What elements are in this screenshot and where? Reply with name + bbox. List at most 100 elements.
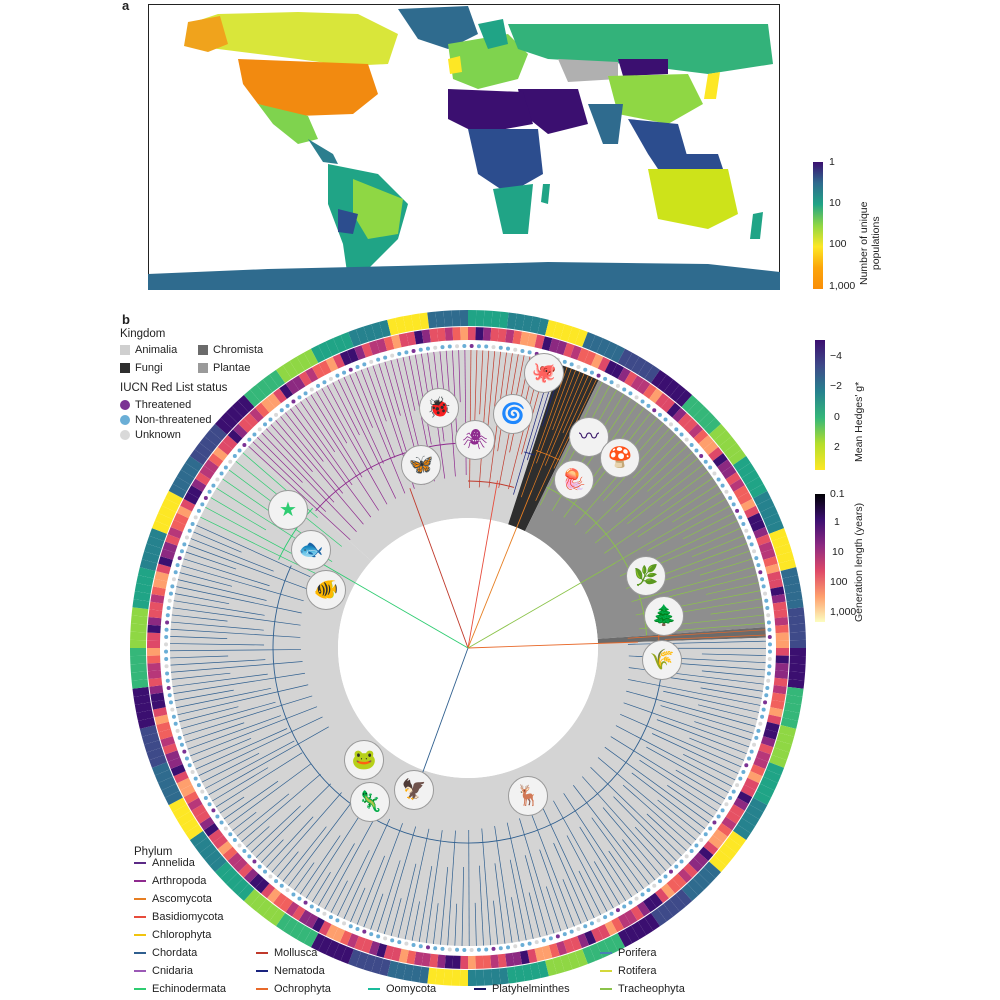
hedges-ring-segment	[787, 607, 805, 617]
generation-ring-segment	[611, 363, 625, 379]
tree-branch	[172, 607, 301, 626]
iucn-dot	[569, 362, 574, 367]
generation-ring-segment	[534, 334, 545, 349]
iucn-dot	[694, 448, 699, 453]
hedges-ring-segment	[310, 933, 326, 951]
tree-branch	[701, 653, 766, 656]
iucn-dot	[440, 345, 445, 350]
hedges-ring-segment	[506, 966, 517, 984]
chromista-swatch	[198, 345, 208, 356]
tree-branch	[350, 887, 366, 922]
iucn-dot	[498, 946, 503, 951]
hedges-ring-segment	[161, 498, 180, 513]
iucn-dot	[628, 900, 633, 905]
phylum-line-platyhelminthes	[474, 988, 486, 991]
map-madagascar	[541, 184, 550, 204]
hedges-ring-segment	[141, 551, 160, 564]
tree-branch	[582, 776, 667, 871]
mushroom-icon: 🍄	[600, 438, 640, 478]
tree-branch	[579, 826, 627, 901]
threatened-dot	[120, 400, 130, 411]
tree-branch	[174, 689, 234, 702]
iucn-dot	[749, 542, 754, 547]
tree-branch	[280, 416, 344, 494]
hedges-ring-segment	[788, 671, 806, 681]
hedges-ring-segment	[180, 817, 199, 834]
tree-branch	[201, 753, 260, 783]
chromista-label: Chromista	[213, 344, 264, 356]
iucn-dot	[476, 947, 481, 952]
map-canada	[188, 12, 398, 66]
tree-branch	[266, 816, 314, 868]
tree-spoke	[467, 480, 498, 649]
hedges-ring-segment	[146, 747, 165, 761]
generation-ring-segment	[617, 367, 631, 383]
iucn-dot	[668, 869, 673, 874]
iucn-dot	[749, 749, 754, 754]
iucn-dot	[484, 344, 489, 349]
iucn-dot	[303, 391, 308, 396]
iucn-dot	[223, 826, 228, 831]
tree-branch	[177, 579, 267, 601]
generation-ring-segment	[468, 327, 476, 341]
tree-branch	[326, 385, 373, 471]
hedges-ring-segment	[243, 389, 261, 407]
generation-ring-segment	[758, 743, 774, 755]
generation-ring-segment	[170, 764, 186, 777]
tree-branch	[506, 822, 534, 939]
hedges-ring-segment	[741, 811, 760, 827]
iucn-dot	[476, 344, 481, 349]
tree-branch	[519, 818, 555, 934]
tree-branch	[604, 746, 710, 824]
iucn-dot	[177, 556, 182, 561]
generation-ring-segment	[332, 927, 345, 943]
hedges-ring-segment	[499, 967, 509, 985]
iucn-item-non-threatened: Non-threatened	[120, 412, 211, 429]
generation-ring-segment	[212, 446, 228, 461]
iucn-dot	[397, 351, 402, 356]
animalia-swatch	[120, 345, 130, 356]
kingdom-item-animalia: Animalia	[120, 342, 177, 359]
tree-branch	[205, 506, 295, 556]
hedges-ring-segment	[154, 513, 173, 527]
generation-ring-segment	[156, 563, 171, 575]
generation-ring-segment	[406, 331, 417, 346]
generation-tick-1: 1	[834, 516, 840, 528]
tree-branch	[627, 464, 704, 525]
iucn-dot	[328, 376, 333, 381]
iucn-dot	[596, 373, 601, 378]
generation-ring-segment	[591, 353, 604, 369]
generation-ring-segment	[570, 345, 582, 361]
tree-branch	[637, 484, 718, 538]
generation-ring-segment	[563, 938, 575, 954]
generation-ring-segment	[187, 485, 203, 499]
generation-ring-segment	[512, 951, 523, 966]
iucn-dot	[634, 896, 639, 901]
generation-ring-segment	[768, 578, 784, 589]
iucn-dot	[170, 584, 175, 589]
generation-ring-segment	[642, 897, 657, 913]
generation-ring-segment	[584, 930, 597, 946]
iucn-dot	[576, 364, 581, 369]
iucn-dot	[348, 924, 353, 929]
tree-branch	[676, 622, 765, 631]
hedges-ring-segment	[776, 732, 795, 745]
hedges-ring-segment	[714, 430, 732, 447]
iucn-dot	[767, 635, 772, 640]
phylum-label-chordata: Chordata	[152, 947, 198, 959]
generation-ring-segment	[541, 945, 553, 960]
phylum-item-platyhelminthes: Platyhelminthes	[474, 981, 570, 998]
hedges-ring-segment	[387, 317, 399, 336]
tree-branch	[608, 850, 639, 894]
hedges-ring-segment	[133, 591, 151, 602]
generation-ring-segment	[649, 892, 663, 908]
tree-branch	[520, 366, 568, 498]
tree-branch	[356, 855, 385, 925]
tree-branch	[271, 792, 342, 873]
map-russia	[508, 24, 773, 74]
generation-ring-segment	[398, 332, 409, 348]
non-threatened-dot	[120, 415, 130, 426]
iucn-dot	[756, 563, 761, 568]
plantae-swatch	[198, 363, 208, 374]
tree-branch	[615, 725, 733, 787]
